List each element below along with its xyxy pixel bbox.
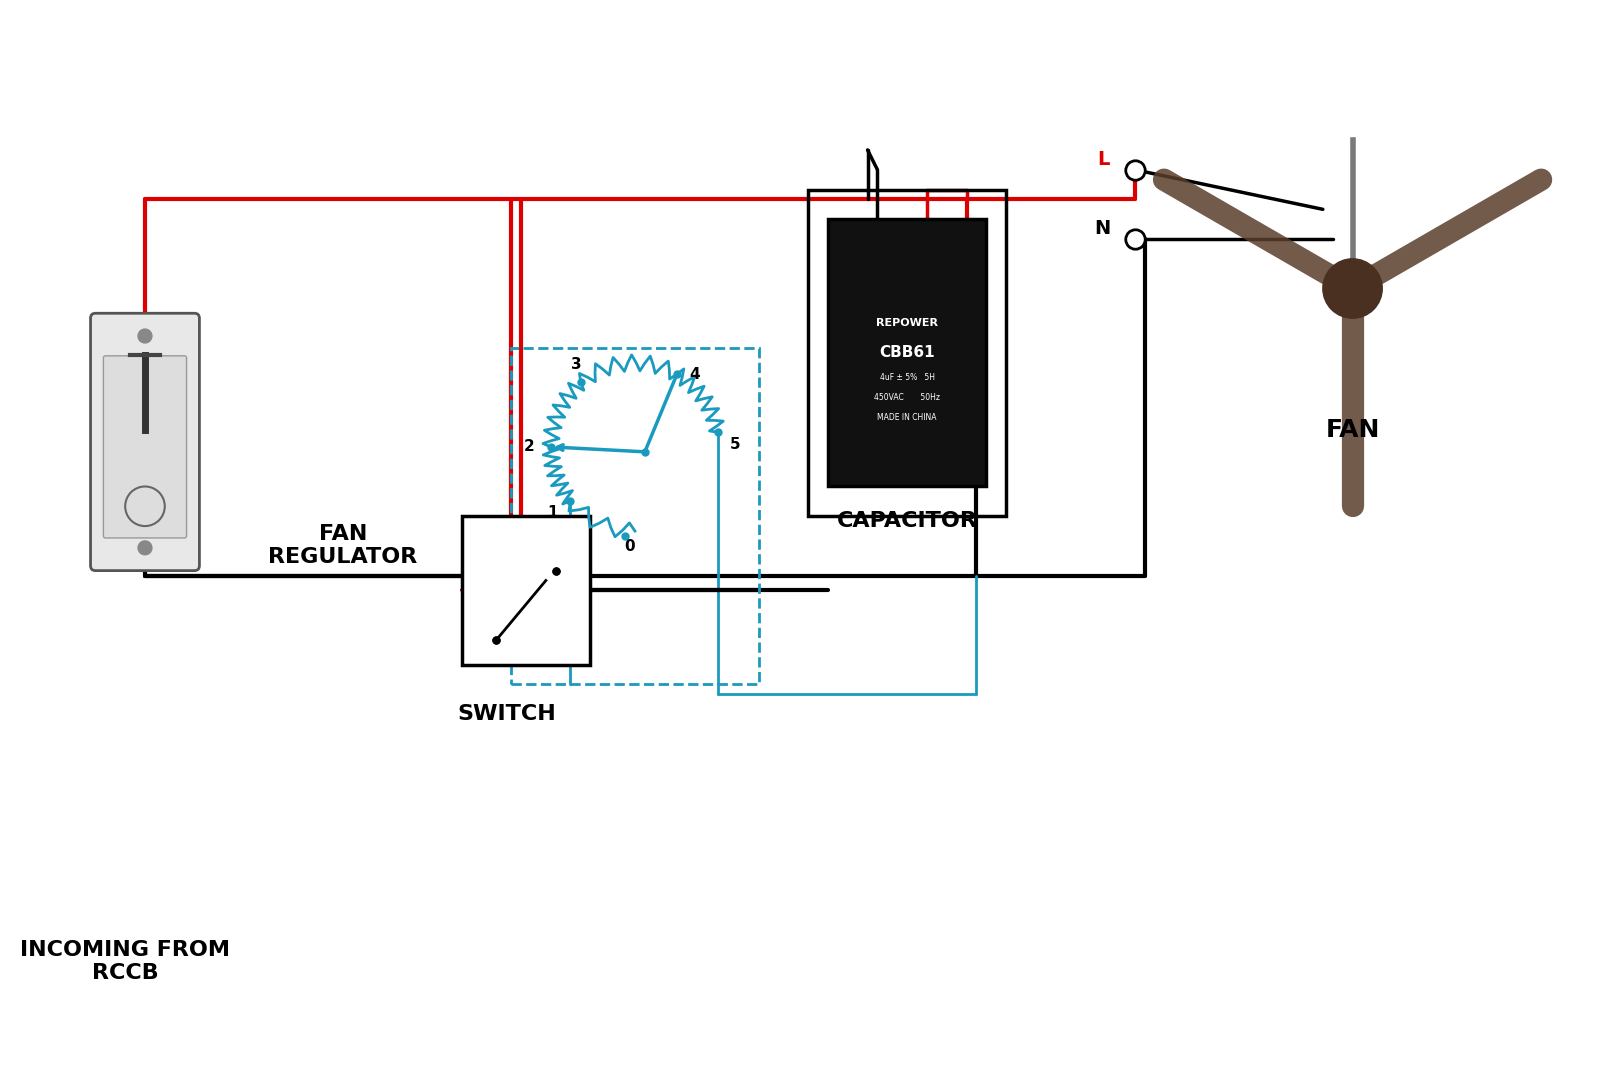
Bar: [827, 220, 986, 486]
Text: REPOWER: REPOWER: [877, 318, 938, 328]
Circle shape: [1323, 259, 1382, 319]
FancyBboxPatch shape: [104, 356, 187, 538]
Bar: [808, 190, 1006, 516]
Circle shape: [138, 540, 152, 554]
FancyBboxPatch shape: [91, 313, 200, 570]
Text: N: N: [1094, 220, 1110, 238]
Circle shape: [138, 329, 152, 343]
Circle shape: [1328, 263, 1378, 313]
Bar: [512, 348, 758, 684]
Text: SWITCH: SWITCH: [458, 705, 555, 724]
Text: L: L: [1098, 150, 1110, 168]
Text: 4uF ± 5%   5H: 4uF ± 5% 5H: [880, 373, 934, 382]
Text: CAPACITOR: CAPACITOR: [837, 511, 978, 531]
Text: FAN: FAN: [1325, 418, 1379, 442]
Text: 1: 1: [547, 505, 558, 520]
Text: MADE IN CHINA: MADE IN CHINA: [877, 413, 938, 422]
Bar: [462, 516, 590, 664]
Text: 450VAC       50Hz: 450VAC 50Hz: [874, 393, 941, 402]
Text: 2: 2: [523, 439, 534, 454]
Text: 3: 3: [571, 357, 581, 372]
Text: 4: 4: [690, 367, 701, 382]
Text: 0: 0: [624, 538, 635, 554]
Text: INCOMING FROM
RCCB: INCOMING FROM RCCB: [21, 940, 230, 983]
Text: CBB61: CBB61: [880, 345, 934, 360]
Text: FAN
REGULATOR: FAN REGULATOR: [269, 524, 418, 567]
Text: 5: 5: [730, 437, 741, 452]
